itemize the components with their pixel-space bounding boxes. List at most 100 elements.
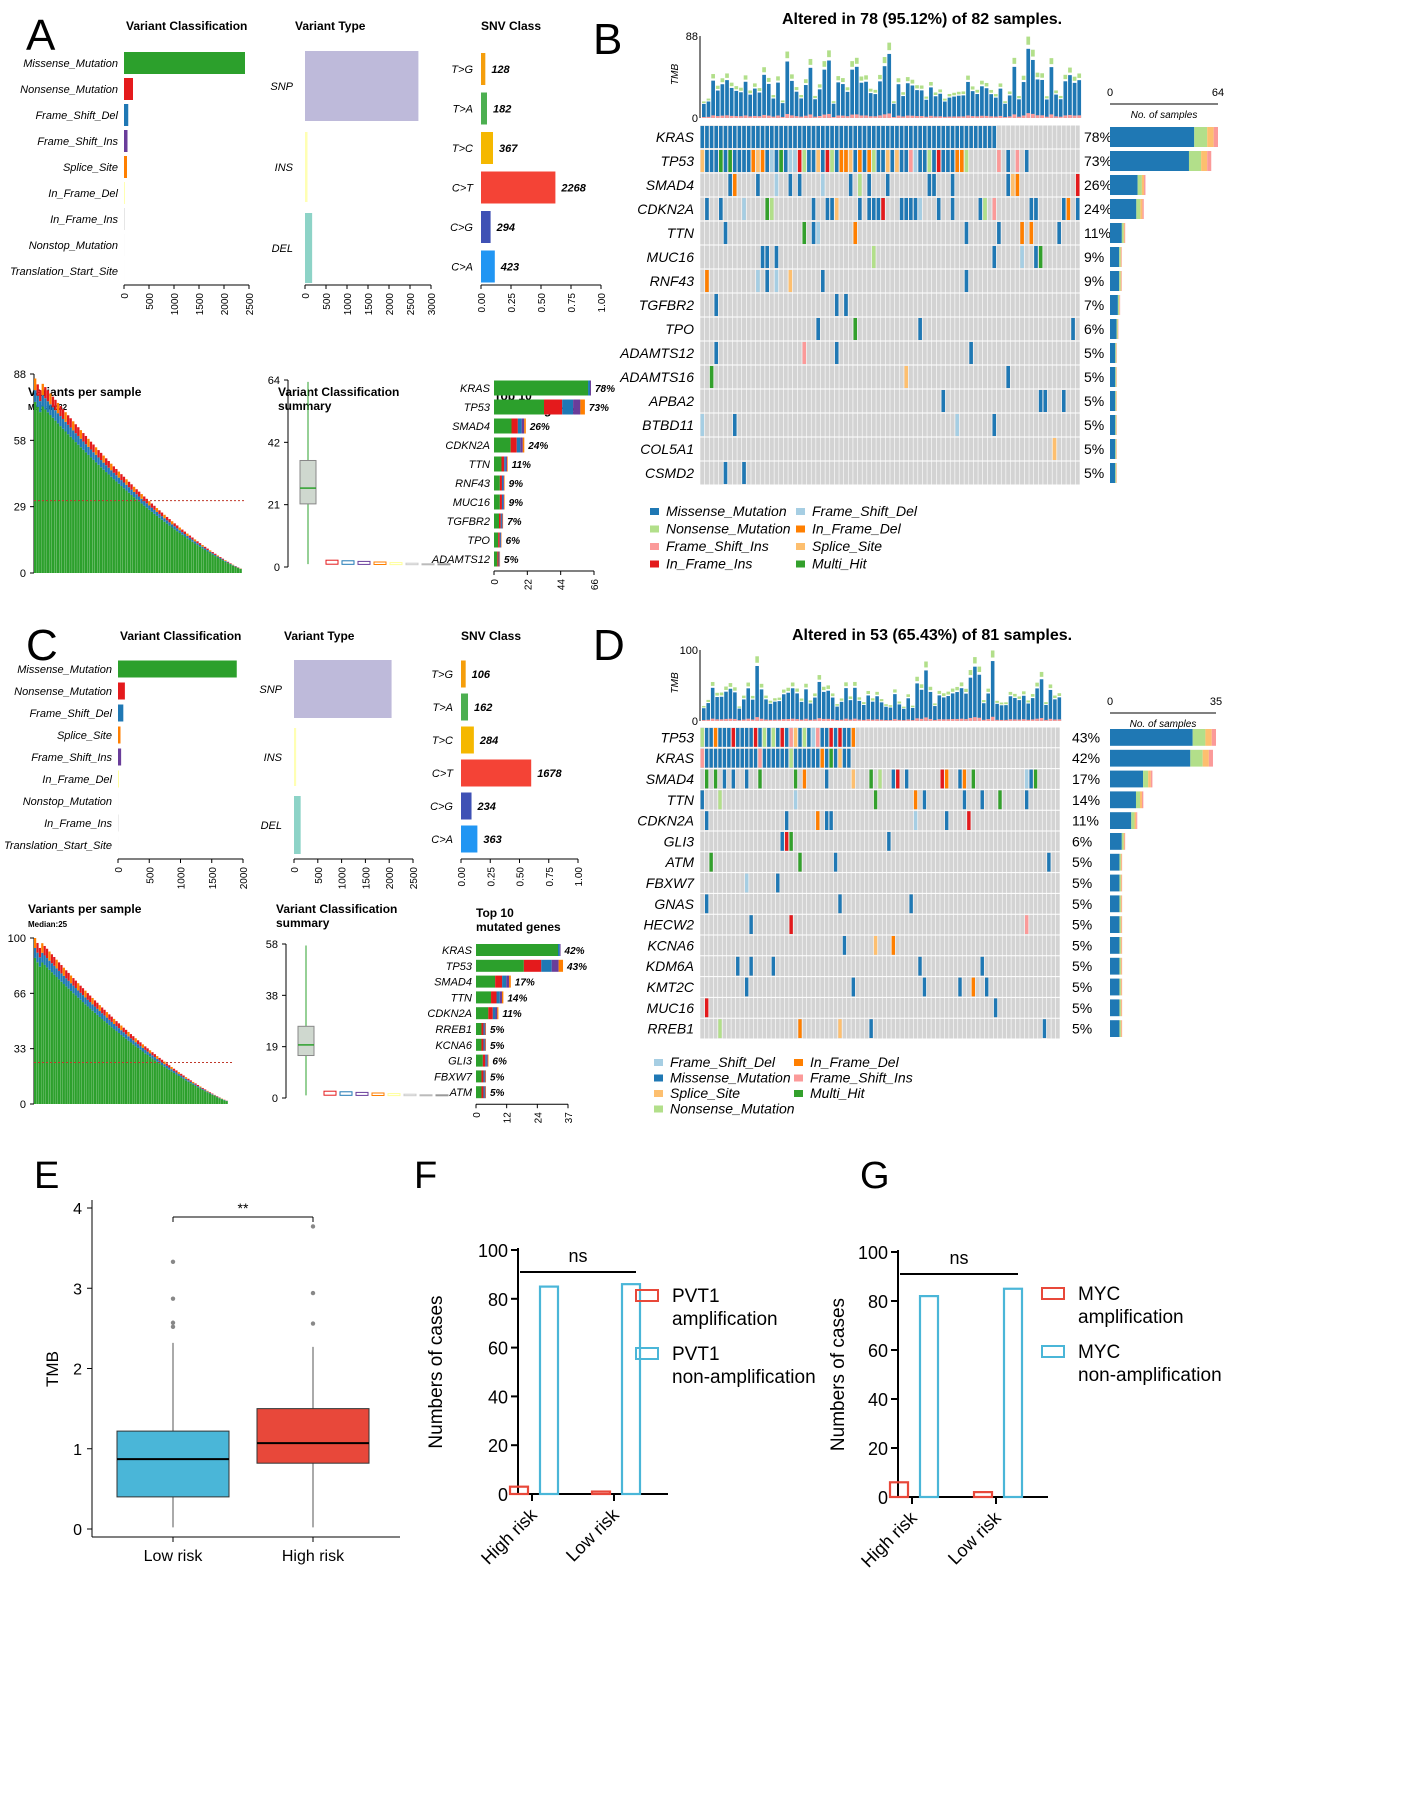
c-vps-bar-missense [175, 1074, 178, 1104]
b-matrix-cell [960, 126, 964, 148]
d-matrix-cell [971, 769, 976, 789]
d-matrix-cell [896, 769, 900, 789]
c-vps-bar-other [184, 1078, 188, 1081]
a-vps-bar-nonsense [49, 393, 52, 405]
c-vps-bar-other [50, 963, 53, 973]
a-top10-pct: 11% [512, 460, 531, 471]
a-vps-bar-nonsense [198, 543, 202, 545]
g-ytick-label: 20 [868, 1439, 888, 1459]
c-vps-bar-other [55, 968, 58, 978]
f-bar-amp [590, 1490, 612, 1496]
a-vt-label: INS [275, 162, 294, 174]
d-tmb-bar-top [1026, 700, 1030, 703]
d-tmb-bar [799, 701, 804, 721]
b-tmb-bar-bottom [850, 114, 854, 118]
d-matrix-cell [727, 748, 731, 768]
c-vps-bar-other [204, 1090, 207, 1092]
g-ytick-label: 60 [868, 1341, 888, 1361]
b-tmb-bar [980, 86, 984, 118]
d-matrix-cell [873, 790, 878, 810]
d-side-bar-fsins [1141, 791, 1144, 809]
b-tmb-bar [938, 93, 943, 118]
b-matrix-cell [811, 198, 816, 220]
c-summary-small-box [323, 1090, 337, 1096]
b-matrix-cell [1020, 222, 1024, 244]
b-matrix-cell [834, 126, 839, 148]
b-tmb-bar-bottom [766, 115, 771, 118]
b-tmb-bar [822, 69, 827, 118]
b-tmb-bar [803, 85, 808, 118]
a-vc-label: Frame_Shift_Del [35, 110, 118, 122]
a-vc-label: Nonstop_Mutation [29, 240, 118, 252]
a-vps-bar-nonsense [201, 544, 204, 547]
a-top10-bar-segment [494, 551, 498, 567]
g-xtick-label: Low risk [944, 1507, 1006, 1569]
c-vps-bar-nonsense [103, 1009, 106, 1016]
d-tmb-bar [759, 689, 764, 721]
c-top10-pct: 5% [490, 1025, 505, 1036]
b-side-bar-nonsense [1115, 463, 1117, 483]
b-matrix-cell [881, 126, 885, 148]
b-matrix-cell [950, 150, 955, 172]
d-tmb-bar-bottom [933, 719, 937, 721]
b-matrix-cell [1075, 174, 1080, 196]
b-matrix-cell [1038, 390, 1043, 412]
d-tmb-bar-top [706, 699, 710, 703]
b-matrix-cell [853, 318, 858, 340]
c-summary-ytick-label: 0 [272, 1093, 278, 1105]
a-vps-ytick-label: 29 [14, 502, 26, 514]
a-vc-title: Variant Classification [126, 19, 247, 33]
a-vps-bar-missense [56, 423, 60, 573]
c-vps-bar-nonsense [160, 1059, 164, 1063]
b-tmb-bar [961, 95, 966, 118]
d-matrix-cell [820, 748, 824, 768]
a-top10-bar-segment [498, 551, 500, 567]
a-top10-bar-segment [494, 532, 499, 548]
f-xtick-label: Low risk [562, 1504, 624, 1566]
a-vps-bar-other [79, 438, 82, 448]
b-tmb-bar-top [790, 74, 794, 79]
d-tmb-bar-bottom [857, 719, 862, 721]
d-matrix-cell [771, 748, 776, 768]
a-snv-value: 294 [496, 222, 515, 234]
b-matrix-cell [964, 222, 969, 244]
b-side-bar-missense [1110, 223, 1122, 243]
b-matrix-cell [830, 198, 834, 220]
a-vc-tick-label: 1000 [170, 293, 181, 316]
c-top10-gene-label: KRAS [442, 945, 473, 957]
a-top10-bar-segment [510, 437, 517, 453]
b-tmb-bar-top [794, 87, 799, 91]
a-vps-ytick-label: 0 [20, 568, 26, 580]
b-gene-pct: 5% [1084, 393, 1104, 409]
c-top10-bar-segment [484, 1023, 486, 1035]
b-tmb-bar-bottom [752, 115, 757, 118]
d-tmb-bar [750, 699, 755, 721]
b-tmb-bar-top [1003, 101, 1007, 103]
b-tmb-bar-bottom [803, 115, 808, 118]
d-matrix-cell [816, 811, 820, 830]
a-vps-bar-other [173, 526, 176, 530]
c-vps-bar-missense [211, 1094, 214, 1104]
a-vps-bar-nonsense [203, 546, 207, 549]
d-tmb-bar-top [719, 692, 724, 696]
g-legend-swatch [1041, 1287, 1065, 1300]
b-matrix-cell [858, 174, 862, 196]
b-tmb-bar [905, 83, 910, 118]
a-vps-bar-nonsense [150, 503, 154, 508]
d-side-bar-splice [1123, 833, 1125, 850]
c-vps-bar-missense [208, 1093, 212, 1104]
d-legend-swatch [654, 1090, 663, 1097]
c-vps-bar-nonsense [110, 1016, 113, 1022]
a-vps-bar-other [59, 416, 62, 427]
c-top10-bar-segment [484, 1086, 486, 1099]
b-legend-label: Multi_Hit [812, 556, 868, 572]
d-gene-pct: 5% [1072, 896, 1092, 912]
c-vps-bar-missense [67, 988, 70, 1104]
b-matrix-cell [922, 126, 927, 148]
a-vps-bar-missense [77, 444, 80, 573]
b-tmb-label: TMB [670, 64, 681, 85]
b-matrix-cell [881, 150, 885, 172]
b-tmb-bar [878, 81, 882, 118]
b-matrix-cell [871, 246, 876, 268]
a-vps-bar-other [165, 520, 169, 524]
